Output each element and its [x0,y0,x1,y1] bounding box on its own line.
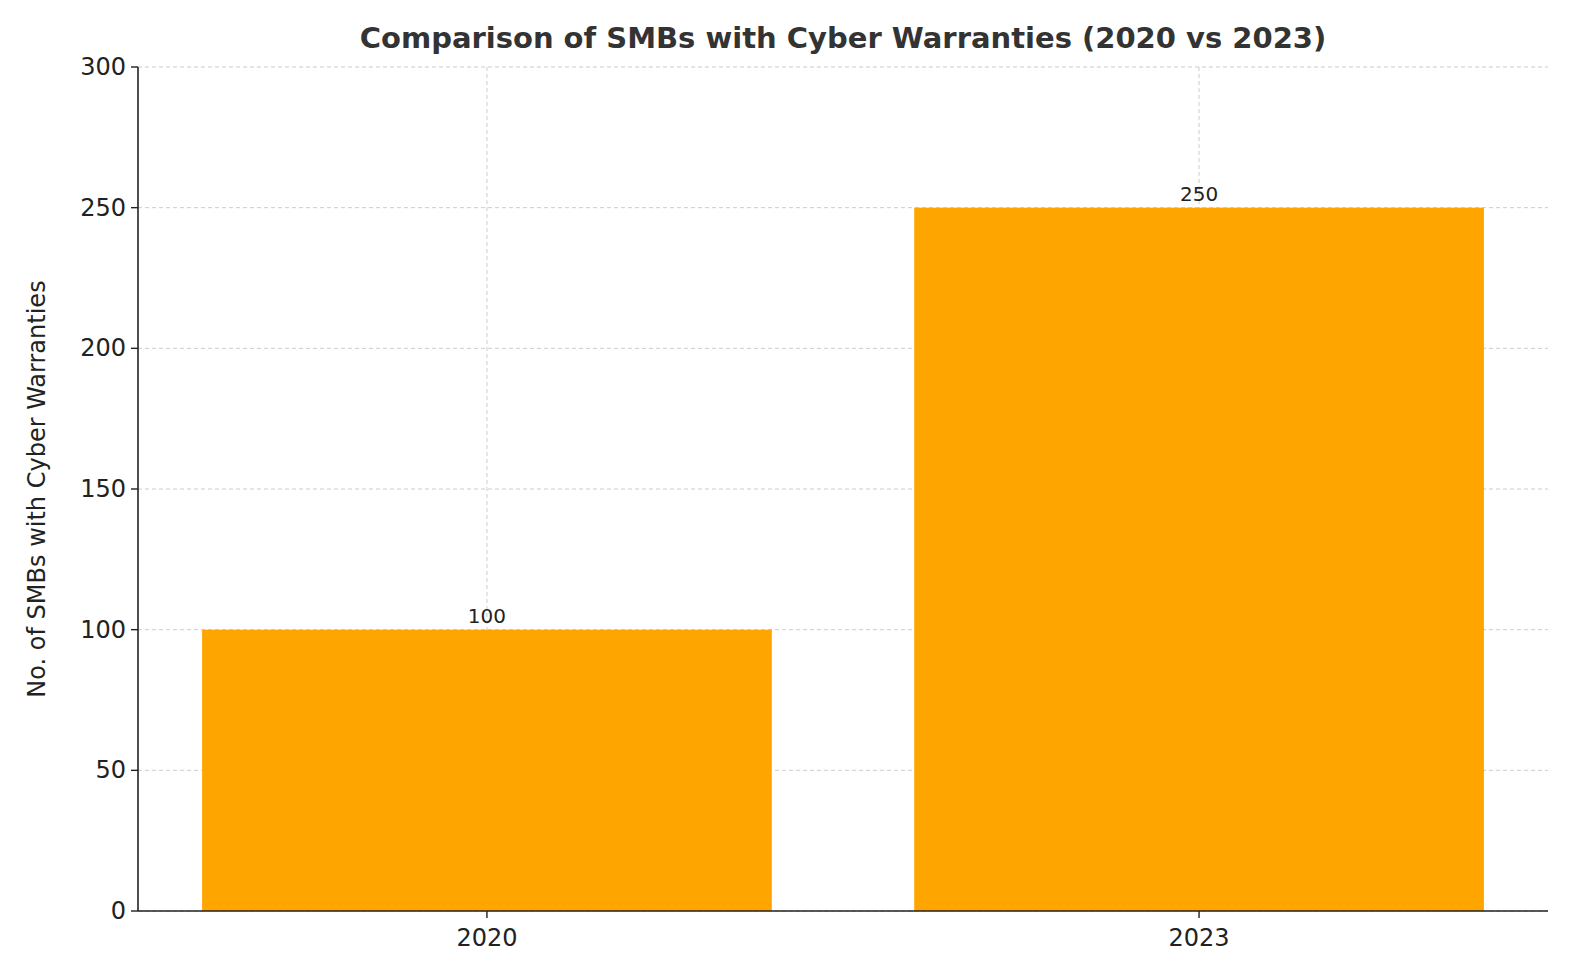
y-tick-label: 0 [111,897,126,925]
x-axis [138,910,1548,912]
y-tick [131,629,138,630]
bar [202,630,772,911]
data-label: 100 [468,604,506,628]
x-tick-label: 2020 [456,924,517,952]
data-label: 250 [1180,182,1218,206]
x-tick [486,911,487,918]
x-tick-label: 2023 [1169,924,1230,952]
y-tick-label: 300 [80,53,126,81]
y-tick [131,910,138,911]
y-tick [131,488,138,489]
y-tick-label: 50 [95,756,126,784]
x-tick [1198,911,1199,918]
y-tick [131,348,138,349]
y-tick [131,207,138,208]
title: Comparison of SMBs with Cyber Warranties… [360,21,1327,55]
y-tick [131,66,138,67]
grid-line [138,67,1548,68]
bars [202,208,1484,911]
bar [914,208,1484,911]
y-tick-label: 200 [80,334,126,362]
chart: 100 250 0 50 100 150 200 250 300 2020 2023 Comparis… [0,0,1580,980]
y-tick-label: 250 [80,194,126,222]
y-tick-label: 100 [80,616,126,644]
y-tick-label: 150 [80,475,126,503]
grid-line [138,911,1548,912]
y-tick [131,770,138,771]
y-axis-label: No. of SMBs with Cyber Warranties [23,280,51,697]
